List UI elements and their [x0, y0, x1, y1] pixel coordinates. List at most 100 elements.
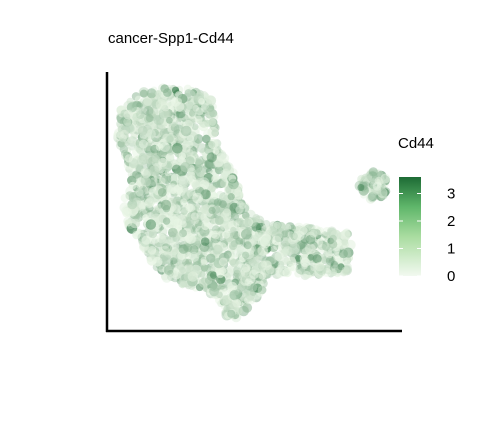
scatter-point [219, 295, 231, 306]
scatter-point [153, 114, 165, 126]
scatter-point [328, 240, 338, 249]
scatter-point [244, 278, 253, 287]
scatter-point [210, 283, 219, 292]
scatter-point [241, 263, 251, 273]
scatter-point [298, 267, 306, 275]
scatter-point [137, 125, 148, 136]
colorbar-tick-label: 3 [447, 186, 455, 203]
scatter-point [178, 152, 186, 160]
scatter-point [243, 241, 252, 250]
colorbar-tick-label: 2 [447, 213, 455, 230]
scatter-point [227, 193, 235, 201]
scatter-point [185, 233, 196, 244]
scatter-point [175, 224, 183, 232]
scatter-point [179, 220, 187, 228]
scatter-point [222, 208, 231, 217]
scatter-point [187, 271, 198, 282]
scatter-point [215, 269, 225, 279]
scatter-point [206, 152, 217, 163]
scatter-point [192, 192, 204, 204]
scatter-point [207, 126, 219, 138]
scatter-point [145, 114, 154, 123]
scatter-point [125, 123, 135, 133]
scatter-point [261, 260, 272, 271]
scatter-point [165, 133, 175, 143]
scatter-point [234, 190, 244, 200]
scatter-point [185, 203, 194, 212]
scatter-point [228, 178, 239, 190]
scatter-point [206, 253, 216, 263]
scatter-point [155, 99, 167, 110]
scatter-point [208, 206, 216, 214]
scatter-point [127, 136, 134, 144]
scatter-point [314, 261, 325, 272]
scatter-point [201, 102, 209, 110]
scatter-point [212, 148, 220, 155]
scatter-point [198, 98, 205, 105]
scatter-point [162, 217, 171, 225]
scatter-point [309, 229, 318, 238]
colorbar-ticks: 0 1 2 3 [399, 186, 455, 285]
scatter-point [292, 231, 302, 241]
scatter-point [338, 249, 348, 259]
scatter-point [208, 185, 216, 193]
scatter-point [159, 245, 170, 256]
scatter-point [204, 277, 212, 285]
scatter-point [243, 217, 254, 228]
scatter-point [275, 268, 285, 278]
scatter-point [155, 143, 164, 151]
scatter-point [158, 177, 166, 185]
scatter-point [260, 235, 272, 246]
scatter-point [276, 221, 286, 231]
scatter-point [237, 200, 244, 208]
scatter-point [157, 188, 167, 197]
scatter-point [209, 109, 218, 118]
scatter-point [175, 232, 183, 240]
scatter-point [221, 230, 231, 239]
scatter-point [195, 107, 204, 116]
scatter-point [208, 138, 219, 150]
scatter-point [329, 268, 338, 277]
scatter-point [234, 307, 243, 315]
chart-title: cancer-Spp1-Cd44 [108, 30, 234, 47]
scatter-point [140, 176, 151, 187]
scatter-point [135, 188, 144, 197]
scatter-point [235, 237, 243, 245]
scatter-point [218, 257, 228, 267]
scatter-point [209, 230, 218, 239]
scatter-point [307, 254, 315, 261]
scatter-point [141, 235, 151, 245]
scatter-point [312, 254, 322, 264]
scatter-point [246, 294, 254, 302]
scatter-point [195, 159, 203, 166]
scatter-point [120, 193, 129, 203]
scatter-point [218, 283, 226, 290]
scatter-point [185, 258, 192, 266]
scatter-point [148, 229, 158, 239]
scatter-point [202, 134, 211, 144]
scatter-point [227, 281, 238, 292]
scatter-point [155, 90, 162, 97]
colorbar-tick-label: 0 [447, 268, 455, 285]
scatter-point [132, 113, 141, 122]
scatter-point [194, 164, 203, 173]
scatter-point [204, 119, 212, 127]
scatter-point [120, 129, 130, 139]
scatter-point [287, 256, 297, 266]
scatter-point [212, 244, 223, 255]
scatter-point [158, 157, 168, 167]
scatter-point [229, 242, 238, 250]
scatter-point [211, 175, 218, 183]
scatter-point [146, 88, 157, 99]
scatter-point [123, 110, 134, 120]
scatter-point [168, 227, 178, 238]
scatter-point [166, 116, 173, 124]
scatter-point [138, 202, 146, 210]
scatter-point [321, 241, 331, 251]
scatter-point [150, 152, 162, 164]
scatter-point [233, 269, 241, 278]
scatter-point [340, 230, 351, 241]
scatter-point [270, 245, 278, 253]
scatter-point [160, 199, 172, 211]
scatter-point [219, 200, 227, 209]
